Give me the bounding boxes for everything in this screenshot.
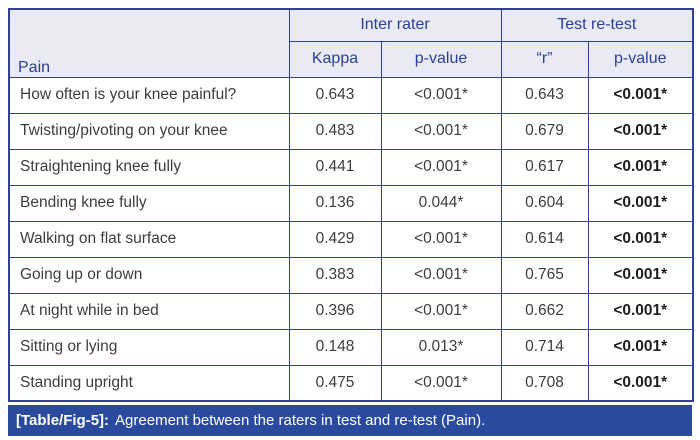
retest-p-value: <0.001* <box>587 328 694 366</box>
pain-question: Twisting/pivoting on your knee <box>8 112 290 150</box>
inter-p-value: <0.001* <box>380 112 502 150</box>
kappa-value: 0.396 <box>288 292 382 330</box>
col-header-retest-p-value: p-value <box>587 40 694 78</box>
group-header-inter-rater: Inter rater <box>288 8 502 42</box>
col-header-kappa: Kappa <box>288 40 382 78</box>
retest-p-value: <0.001* <box>587 184 694 222</box>
inter-p-value: <0.001* <box>380 292 502 330</box>
pain-question: Straightening knee fully <box>8 148 290 186</box>
pain-question: How often is your knee painful? <box>8 76 290 114</box>
r-value: 0.714 <box>500 328 589 366</box>
table-row: Going up or down 0.383 <0.001* 0.765 <0.… <box>8 256 694 294</box>
kappa-value: 0.643 <box>288 76 382 114</box>
kappa-value: 0.429 <box>288 220 382 258</box>
table-row: Twisting/pivoting on your knee 0.483 <0.… <box>8 112 694 150</box>
pain-question: Walking on flat surface <box>8 220 290 258</box>
table-row: At night while in bed 0.396 <0.001* 0.66… <box>8 292 694 330</box>
kappa-value: 0.136 <box>288 184 382 222</box>
inter-p-value: <0.001* <box>380 256 502 294</box>
table-row: Straightening knee fully 0.441 <0.001* 0… <box>8 148 694 186</box>
kappa-value: 0.383 <box>288 256 382 294</box>
pain-question: Going up or down <box>8 256 290 294</box>
sub-header-row: Kappa p-value “r” p-value <box>9 40 694 78</box>
table-header: Pain Inter rater Test re-test Kappa p-va… <box>8 8 694 78</box>
pain-question: At night while in bed <box>8 292 290 330</box>
retest-p-value: <0.001* <box>587 76 694 114</box>
inter-p-value: <0.001* <box>380 76 502 114</box>
table-row: Sitting or lying 0.148 0.013* 0.714 <0.0… <box>8 328 694 366</box>
table-row: Standing upright 0.475 <0.001* 0.708 <0.… <box>8 364 694 402</box>
table-body: How often is your knee painful? 0.643 <0… <box>8 76 694 402</box>
r-value: 0.679 <box>500 112 589 150</box>
inter-p-value: <0.001* <box>380 148 502 186</box>
r-value: 0.617 <box>500 148 589 186</box>
corner-header-pain: Pain <box>8 8 290 78</box>
table-row: Walking on flat surface 0.429 <0.001* 0.… <box>8 220 694 258</box>
r-value: 0.708 <box>500 364 589 402</box>
pain-question: Sitting or lying <box>8 328 290 366</box>
caption-text: Agreement between the raters in test and… <box>115 412 486 429</box>
agreement-table: Pain Inter rater Test re-test Kappa p-va… <box>8 8 695 402</box>
table-row: Bending knee fully 0.136 0.044* 0.604 <0… <box>8 184 694 222</box>
group-header-test-retest: Test re-test <box>500 8 694 42</box>
r-value: 0.604 <box>500 184 589 222</box>
kappa-value: 0.148 <box>288 328 382 366</box>
r-value: 0.662 <box>500 292 589 330</box>
col-header-r: “r” <box>500 40 589 78</box>
group-header-row: Pain Inter rater Test re-test <box>8 8 694 78</box>
r-value: 0.614 <box>500 220 589 258</box>
r-value: 0.765 <box>500 256 589 294</box>
col-header-inter-p-value: p-value <box>380 40 502 78</box>
kappa-value: 0.475 <box>288 364 382 402</box>
inter-p-value: <0.001* <box>380 364 502 402</box>
r-value: 0.643 <box>500 76 589 114</box>
caption-label: [Table/Fig-5]: <box>16 412 110 429</box>
pain-question: Standing upright <box>8 364 290 402</box>
pain-question: Bending knee fully <box>8 184 290 222</box>
retest-p-value: <0.001* <box>587 292 694 330</box>
figure-caption-bar: [Table/Fig-5]: Agreement between the rate… <box>8 405 692 436</box>
retest-p-value: <0.001* <box>587 364 694 402</box>
inter-p-value: 0.013* <box>380 328 502 366</box>
retest-p-value: <0.001* <box>587 148 694 186</box>
retest-p-value: <0.001* <box>587 220 694 258</box>
inter-p-value: <0.001* <box>380 220 502 258</box>
inter-p-value: 0.044* <box>380 184 502 222</box>
retest-p-value: <0.001* <box>587 112 694 150</box>
retest-p-value: <0.001* <box>587 256 694 294</box>
kappa-value: 0.483 <box>288 112 382 150</box>
table-row: How often is your knee painful? 0.643 <0… <box>8 76 694 114</box>
kappa-value: 0.441 <box>288 148 382 186</box>
